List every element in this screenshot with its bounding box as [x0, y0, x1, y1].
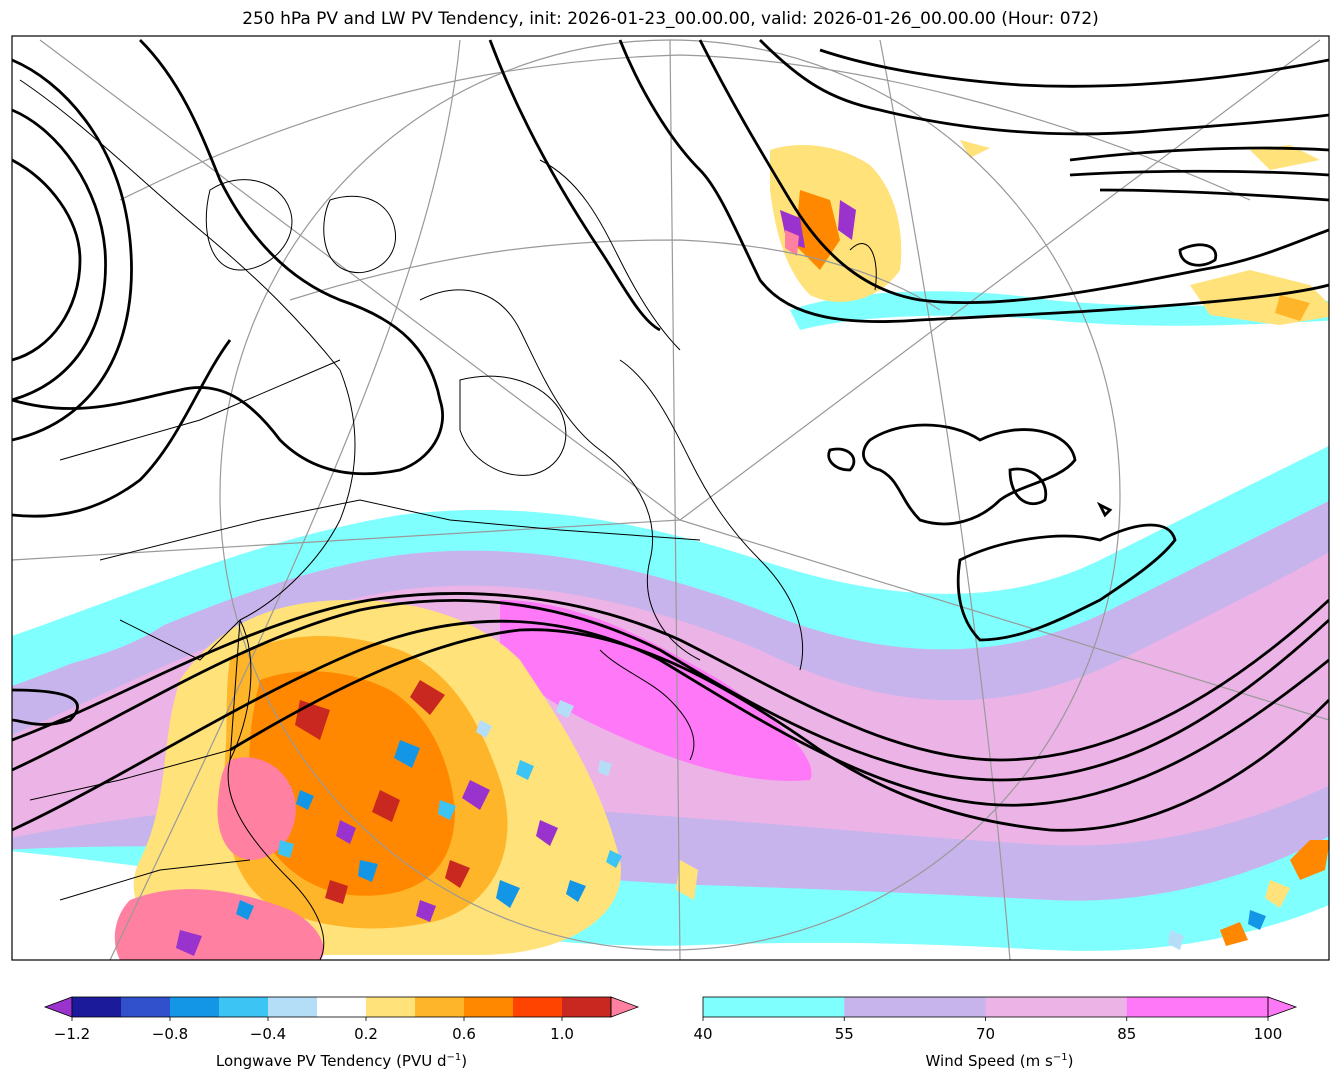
colorbar-swatch: [317, 997, 367, 1017]
map-field: [12, 39, 1329, 960]
colorbar-over-arrow: [610, 996, 640, 1018]
chart-title: 250 hPa PV and LW PV Tendency, init: 202…: [242, 9, 1099, 29]
colorbar-wind-speed-label: Wind Speed (m s−1): [925, 1052, 1074, 1070]
map-frame: [11, 35, 1330, 961]
colorbar-swatch: [985, 997, 1128, 1017]
graticule: [12, 39, 1329, 960]
jet-band-85: [500, 600, 812, 781]
colorbar-tick-label: 100: [1253, 1025, 1283, 1043]
coastlines: [19, 79, 877, 960]
colorbar-tick-label: 85: [1117, 1025, 1137, 1043]
colorbar-swatch: [72, 997, 122, 1017]
pv-tendency-patches: [114, 140, 1329, 960]
colorbar-wind-speed: [702, 996, 1298, 1021]
colorbar-swatch: [415, 997, 465, 1017]
colorbar-swatch: [366, 997, 416, 1017]
pv-contours: [12, 39, 1329, 832]
colorbar-tick-label: −0.8: [151, 1025, 189, 1043]
colorbar-pv-tendency: [43, 996, 640, 1021]
colorbar-swatch: [703, 997, 845, 1017]
colorbar-under-arrow: [43, 996, 73, 1018]
colorbar-over-arrow: [1267, 996, 1298, 1018]
colorbar-swatch: [464, 997, 514, 1017]
colorbar-swatch: [844, 997, 986, 1017]
colorbar-swatch: [219, 997, 269, 1017]
colorbar-tick-label: 40: [693, 1025, 713, 1043]
colorbar-pv-tendency-label: Longwave PV Tendency (PVU d−1): [215, 1052, 468, 1070]
colorbar-tick-label: 0.2: [354, 1025, 378, 1043]
colorbar-tick-label: 0.6: [452, 1025, 476, 1043]
colorbar-swatch: [562, 997, 612, 1017]
colorbar-tick-label: 55: [834, 1025, 854, 1043]
colorbar-swatch: [121, 997, 171, 1017]
colorbar-tick-label: 70: [975, 1025, 996, 1043]
left-jet-band: [12, 611, 180, 678]
colorbar-tick-label: −0.4: [249, 1025, 287, 1043]
colorbar-tick-label: −1.2: [53, 1025, 91, 1043]
colorbar-tick-label: 1.0: [550, 1025, 574, 1043]
colorbar-swatch: [1126, 997, 1269, 1017]
colorbar-swatch: [268, 997, 318, 1017]
colorbar-swatch: [170, 997, 220, 1017]
colorbar-swatch: [513, 997, 563, 1017]
